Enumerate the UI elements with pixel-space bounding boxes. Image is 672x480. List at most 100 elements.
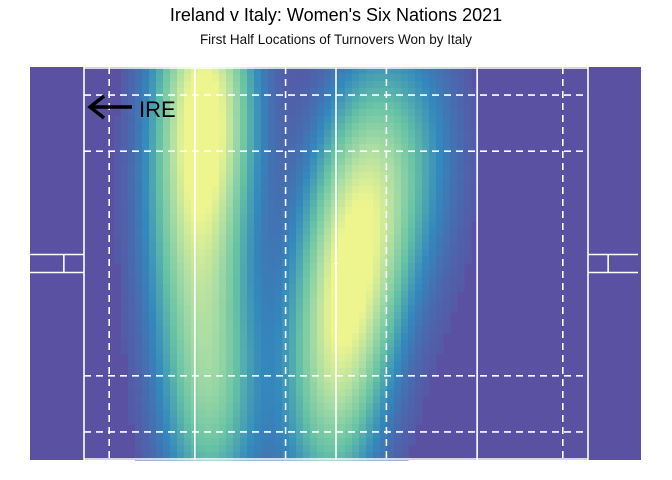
heatmap-cell: [310, 249, 318, 257]
heatmap-cell: [380, 445, 388, 453]
heatmap-cell: [352, 298, 360, 306]
heatmap-cell: [338, 179, 346, 187]
heatmap-cell: [436, 214, 444, 222]
heatmap-cell: [282, 144, 290, 152]
heatmap-cell: [317, 151, 325, 159]
heatmap-cell: [310, 130, 318, 138]
heatmap-cell: [415, 158, 423, 166]
heatmap-cell: [142, 116, 150, 124]
heatmap-cell: [366, 151, 374, 159]
heatmap-cell: [233, 431, 241, 439]
heatmap-cell: [135, 326, 143, 334]
heatmap-cell: [114, 123, 122, 131]
heatmap-cell: [408, 389, 416, 397]
heatmap-cell: [128, 74, 136, 82]
heatmap-cell: [240, 158, 248, 166]
heatmap-cell: [275, 452, 283, 460]
heatmap-cell: [128, 256, 136, 264]
heatmap-cell: [387, 438, 395, 446]
heatmap-cell: [394, 95, 402, 103]
heatmap-cell: [366, 102, 374, 110]
heatmap-cell: [443, 186, 451, 194]
heatmap-cell: [387, 417, 395, 425]
heatmap-cell: [184, 158, 192, 166]
heatmap-cell: [443, 263, 451, 271]
heatmap-cell: [156, 256, 164, 264]
heatmap-cell: [282, 347, 290, 355]
heatmap-cell: [380, 291, 388, 299]
heatmap-cell: [212, 438, 220, 446]
heatmap-cell: [324, 354, 332, 362]
heatmap-cell: [240, 410, 248, 418]
heatmap-cell: [387, 410, 395, 418]
heatmap-cell: [317, 298, 325, 306]
heatmap-cell: [338, 263, 346, 271]
heatmap-cell: [422, 221, 430, 229]
heatmap-cell: [317, 256, 325, 264]
heatmap-cell: [114, 256, 122, 264]
heatmap-cell: [317, 179, 325, 187]
heatmap-cell: [352, 165, 360, 173]
heatmap-cell: [303, 361, 311, 369]
heatmap-cell: [464, 109, 472, 117]
heatmap-cell: [226, 151, 234, 159]
heatmap-cell: [450, 256, 458, 264]
heatmap-cell: [212, 172, 220, 180]
heatmap-cell: [422, 137, 430, 145]
heatmap-cell: [128, 291, 136, 299]
heatmap-cell: [422, 81, 430, 89]
heatmap-cell: [401, 284, 409, 292]
heatmap-cell: [226, 158, 234, 166]
heatmap-cell: [149, 445, 157, 453]
heatmap-cell: [261, 172, 269, 180]
heatmap-cell: [282, 277, 290, 285]
heatmap-cell: [345, 102, 353, 110]
heatmap-cell: [373, 389, 381, 397]
heatmap-cell: [289, 249, 297, 257]
heatmap-cell: [352, 102, 360, 110]
heatmap-cell: [359, 67, 367, 75]
heatmap-cell: [219, 326, 227, 334]
heatmap-cell: [429, 207, 437, 215]
heatmap-cell: [233, 151, 241, 159]
heatmap-cell: [317, 207, 325, 215]
heatmap-cell: [310, 305, 318, 313]
heatmap-cell: [268, 403, 276, 411]
heatmap-cell: [359, 242, 367, 250]
heatmap-cell: [310, 144, 318, 152]
heatmap-cell: [436, 88, 444, 96]
heatmap-cell: [429, 214, 437, 222]
heatmap-cell: [366, 193, 374, 201]
heatmap-cell: [198, 186, 206, 194]
heatmap-cell: [268, 95, 276, 103]
heatmap-cell: [415, 410, 423, 418]
heatmap-cell: [345, 256, 353, 264]
heatmap-cell: [331, 424, 339, 432]
heatmap-cell: [345, 431, 353, 439]
heatmap-cell: [247, 214, 255, 222]
heatmap-cell: [205, 445, 213, 453]
heatmap-cell: [303, 214, 311, 222]
heatmap-cell: [394, 221, 402, 229]
heatmap-cell: [387, 109, 395, 117]
heatmap-cell: [450, 263, 458, 271]
heatmap-cell: [296, 242, 304, 250]
heatmap-cell: [275, 347, 283, 355]
heatmap-cell: [156, 214, 164, 222]
heatmap-cell: [135, 207, 143, 215]
heatmap-cell: [156, 123, 164, 131]
heatmap-cell: [436, 347, 444, 355]
heatmap-cell: [296, 158, 304, 166]
heatmap-cell: [282, 109, 290, 117]
heatmap-cell: [156, 340, 164, 348]
heatmap-cell: [247, 340, 255, 348]
heatmap-cell: [149, 172, 157, 180]
heatmap-cell: [387, 228, 395, 236]
heatmap-cell: [121, 291, 129, 299]
heatmap-cell: [156, 81, 164, 89]
heatmap-cell: [422, 74, 430, 82]
heatmap-cell: [261, 67, 269, 75]
heatmap-cell: [128, 382, 136, 390]
heatmap-cell: [156, 382, 164, 390]
heatmap-cell: [303, 249, 311, 257]
